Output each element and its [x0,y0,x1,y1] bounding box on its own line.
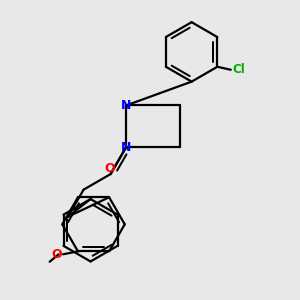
Text: Cl: Cl [232,63,245,76]
Text: O: O [51,248,62,261]
Text: N: N [121,99,131,112]
Text: N: N [121,140,131,154]
Text: O: O [104,162,115,176]
